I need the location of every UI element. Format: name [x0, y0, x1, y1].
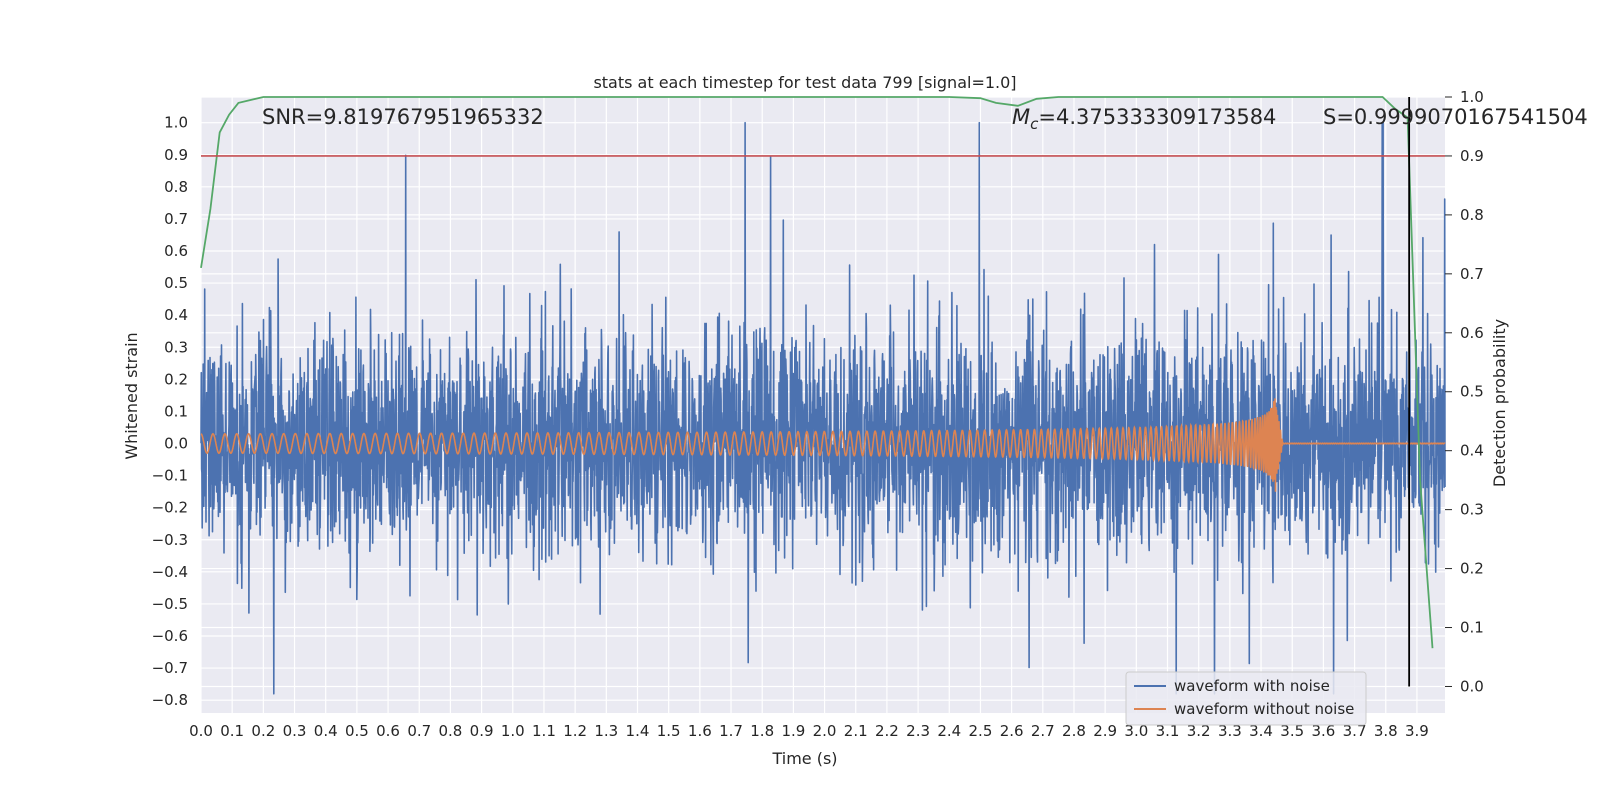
y-tick-label: 0.8 [164, 178, 188, 196]
y-right-tick-label: 0.2 [1460, 560, 1484, 578]
overlays [201, 97, 1445, 687]
y-tick-label: −0.1 [152, 467, 188, 485]
x-tick-label: 3.1 [1156, 722, 1180, 740]
y-tick-label: 0.6 [164, 242, 188, 260]
series-waveform-with-noise [200, 121, 1446, 695]
y-tick-label: 0.3 [164, 338, 188, 356]
annotation-chirp-mass-value: =4.375333309173584 [1038, 105, 1276, 129]
x-tick-label: 3.3 [1218, 722, 1242, 740]
annotation-snr: SNR=9.819767951965332 [262, 105, 544, 129]
x-axis-label: Time (s) [771, 749, 837, 768]
legend-label-noise: waveform with noise [1174, 677, 1330, 695]
x-tick-label: 0.6 [376, 722, 400, 740]
y-tick-label: −0.2 [152, 499, 188, 517]
x-tick-label: 1.4 [626, 722, 650, 740]
y-tick-label: −0.7 [152, 659, 188, 677]
x-tick-label: 0.4 [314, 722, 338, 740]
y-right-tick-label: 0.7 [1460, 265, 1484, 283]
y-right-tick-label: 0.3 [1460, 501, 1484, 519]
x-tick-label: 1.1 [532, 722, 556, 740]
x-tick-label: 1.7 [719, 722, 743, 740]
x-tick-label: 2.1 [844, 722, 868, 740]
series-waveform-without-noise [200, 398, 1446, 492]
x-tick-label: 3.7 [1343, 722, 1367, 740]
y-tick-label: 0.5 [164, 274, 188, 292]
x-tick-label: 2.3 [906, 722, 930, 740]
y-tick-label: −0.8 [152, 691, 188, 709]
y-tick-label: −0.3 [152, 531, 188, 549]
x-tick-label: 0.9 [470, 722, 494, 740]
x-tick-label: 1.6 [688, 722, 712, 740]
y-tick-label: 0.2 [164, 370, 188, 388]
y-tick-label: −0.4 [152, 563, 188, 581]
x-tick-label: 1.0 [501, 722, 525, 740]
legend: waveform with noise waveform without noi… [1125, 671, 1367, 726]
y-axis-ticks: 1.0 0.9 0.8 0.7 0.6 0.5 0.4 0.3 0.2 0.1 0.0 −0.1 −0.… [152, 114, 188, 710]
x-tick-label: 0.1 [220, 722, 244, 740]
x-tick-label: 0.8 [438, 722, 462, 740]
x-tick-label: 0.2 [251, 722, 275, 740]
detection-probability-line [200, 96, 1434, 649]
x-tick-label: 1.9 [781, 722, 805, 740]
x-tick-label: 2.6 [1000, 722, 1024, 740]
x-tick-label: 0.0 [189, 722, 213, 740]
y-tick-label: 0.1 [164, 402, 188, 420]
x-tick-label: 0.7 [407, 722, 431, 740]
x-tick-label: 0.3 [283, 722, 307, 740]
x-tick-label: 1.2 [563, 722, 587, 740]
x-tick-label: 3.4 [1249, 722, 1273, 740]
x-tick-label: 2.2 [875, 722, 899, 740]
y-axis-right-label: Detection probability [1490, 319, 1509, 487]
y-axis-label: Whitened strain [122, 332, 141, 459]
x-tick-label: 3.6 [1311, 722, 1335, 740]
annotation-chirp-mass: Mc=4.375333309173584 [1012, 105, 1276, 133]
x-tick-label: 1.5 [657, 722, 681, 740]
x-tick-label: 2.8 [1062, 722, 1086, 740]
x-tick-label: 0.5 [345, 722, 369, 740]
x-tick-label: 2.9 [1093, 722, 1117, 740]
x-tick-label: 3.0 [1124, 722, 1148, 740]
y-tick-label: 0.7 [164, 210, 188, 228]
y-right-tick-label: 0.4 [1460, 442, 1484, 460]
y-tick-label: 1.0 [164, 114, 188, 132]
noise-waveform-line [200, 121, 1446, 695]
legend-box [1125, 671, 1367, 726]
annotation-chirp-mass-subscript: c [1030, 115, 1039, 133]
y-right-tick-label: 0.5 [1460, 383, 1484, 401]
x-tick-label: 1.8 [750, 722, 774, 740]
x-tick-label: 2.4 [937, 722, 961, 740]
y-tick-label: −0.5 [152, 595, 188, 613]
y-right-tick-label: 1.0 [1460, 88, 1484, 106]
chart-title: stats at each timestep for test data 799… [593, 73, 1016, 92]
series-detection-probability [200, 96, 1434, 649]
y-tick-label: 0.9 [164, 146, 188, 164]
y-right-tick-label: 0.0 [1460, 677, 1484, 695]
annotation-s: S=0.9999070167541504 [1323, 105, 1588, 129]
y-right-tick-label: 0.1 [1460, 619, 1484, 637]
y-axis-right-ticks: 1.0 0.9 0.8 0.7 0.6 0.5 0.4 0.3 0.2 0.1 0.0 [1445, 88, 1484, 695]
y-right-tick-label: 0.8 [1460, 206, 1484, 224]
y-tick-label: −0.6 [152, 627, 188, 645]
x-tick-label: 2.5 [969, 722, 993, 740]
x-tick-label: 3.9 [1405, 722, 1429, 740]
y-right-tick-label: 0.9 [1460, 147, 1484, 165]
x-tick-label: 1.3 [594, 722, 618, 740]
clean-waveform-line [200, 398, 1446, 492]
y-tick-label: 0.0 [164, 435, 188, 453]
x-tick-label: 2.0 [813, 722, 837, 740]
legend-label-clean: waveform without noise [1174, 700, 1354, 718]
x-axis-ticks: 0.0 0.1 0.2 0.3 0.4 0.5 0.6 0.7 0.8 0.9 1.0 1.1 1.2 1… [189, 722, 1429, 740]
y-tick-label: 0.4 [164, 306, 188, 324]
x-tick-label: 3.5 [1280, 722, 1304, 740]
plot-area [200, 96, 1446, 713]
y-right-tick-label: 0.6 [1460, 324, 1484, 342]
x-tick-label: 2.7 [1031, 722, 1055, 740]
annotation-chirp-mass-symbol: M [1012, 105, 1030, 129]
x-tick-label: 3.8 [1374, 722, 1398, 740]
x-tick-label: 3.2 [1187, 722, 1211, 740]
